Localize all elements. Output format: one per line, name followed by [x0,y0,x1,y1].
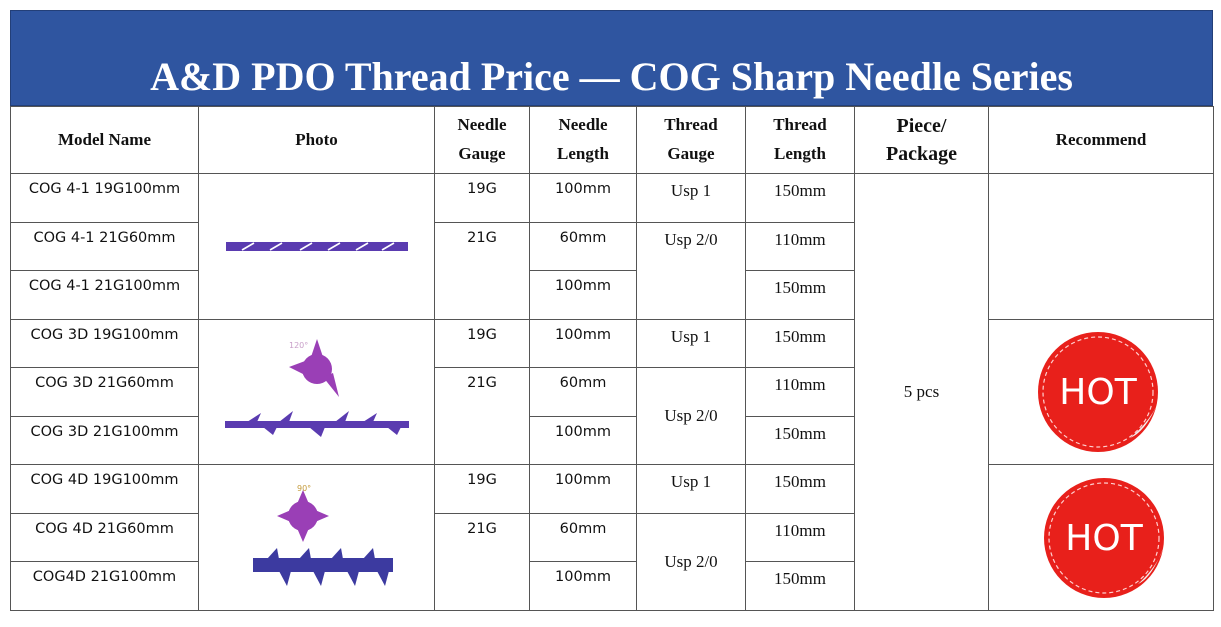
cog-4d-thread-image: 90° [252,484,393,586]
thread-gauge-cell: Usp 1 [636,318,746,369]
cog-3d-thread-image: 120° [224,339,409,438]
thread-length-cell: 150mm [745,270,855,320]
header-thread-gauge: Thread Gauge [636,105,746,175]
piece-package-cell: 5 pcs [854,173,989,611]
recommend-cell [988,173,1214,320]
table-row: COG 4D 21G60mm 21G 60mm Usp 2/0 110mm [10,512,1214,612]
thread-gauge-cell: Usp 1 [636,173,746,223]
model-name-cell: COG4D 21G100mm [10,561,199,611]
needle-gauge-cell: 19G [434,464,530,514]
needle-length-cell: 100mm [529,173,637,223]
thread-length-cell: 110mm [745,512,855,563]
needle-length-cell: 100mm [529,270,637,320]
needle-length-cell: 100mm [529,561,637,611]
table-row: COG 4-1 19G100mm 19G 100mm Usp 1 150mm 5… [10,173,1214,611]
needle-gauge-cell: 19G [434,173,530,223]
model-name-cell: COG 4D 21G60mm [10,512,199,563]
table-row: COG 4-1 21G60mm 21G 60mm Usp 2/0 110mm [10,221,1214,320]
cog-4-1-thread-image [225,242,408,252]
needle-length-cell: 100mm [529,318,637,369]
needle-gauge-cell: 19G [434,318,530,369]
angle-annotation: 120° [289,341,308,350]
model-name-cell: COG 3D 19G100mm [10,318,199,369]
needle-gauge-cell: 21G [434,512,530,612]
header-thread-length: Thread Length [745,105,855,175]
recommend-cell: HOT [988,464,1214,611]
photo-cell: 90° [198,464,435,611]
hot-badge-label: HOT [1065,518,1143,559]
table-row: COG 3D 21G100mm 100mm 150mm [10,415,1214,466]
thread-length-cell: 150mm [745,561,855,611]
thread-length-cell: 150mm [745,415,855,466]
price-table: Model Name Photo Needle Gauge Needle Lengt… [10,105,1214,612]
hot-badge-icon: HOT [1044,477,1164,598]
needle-length-cell: 60mm [529,221,637,272]
model-name-cell: COG 4-1 19G100mm [10,173,199,223]
thread-length-cell: 110mm [745,221,855,272]
header-recommend: Recommend [988,105,1214,175]
model-name-cell: COG 3D 21G60mm [10,367,199,417]
needle-gauge-cell: 21G [434,367,530,466]
header-photo: Photo [198,105,435,175]
header-needle-length: Needle Length [529,105,637,175]
hot-badge-icon: HOT [1038,332,1160,453]
needle-gauge-cell: 21G [434,221,530,320]
model-name-cell: COG 3D 21G100mm [10,415,199,466]
model-name-cell: COG 4-1 21G60mm [10,221,199,272]
needle-length-cell: 60mm [529,367,637,417]
angle-annotation: 90° [297,484,311,493]
thread-length-cell: 150mm [745,173,855,223]
photo-cell: 120° [198,318,435,466]
needle-length-cell: 60mm [529,512,637,563]
thread-gauge-cell: Usp 2/0 [636,367,746,466]
table-row: COG 3D 19G100mm 120° 19G 100mm Usp 1 150… [10,318,1214,466]
thread-length-cell: 150mm [745,464,855,514]
needle-length-cell: 100mm [529,464,637,514]
thread-gauge-cell: Usp 2/0 [636,512,746,612]
header-needle-gauge: Needle Gauge [434,105,530,175]
model-name-cell: COG 4D 19G100mm [10,464,199,514]
page-title: A&D PDO Thread Price — COG Sharp Needle … [10,10,1213,106]
thread-length-cell: 110mm [745,367,855,417]
photo-cell [198,173,435,320]
hot-badge-label: HOT [1059,372,1137,413]
header-model-name: Model Name [10,105,199,175]
table-row: COG4D 21G100mm 100mm 150mm [10,561,1214,611]
header-row: Model Name Photo Needle Gauge Needle Lengt… [10,105,1214,175]
model-name-cell: COG 4-1 21G100mm [10,270,199,320]
table-row: COG 4D 19G100mm 90° 19G 100mm Usp 1 [10,464,1214,611]
table-row: COG 3D 21G60mm 21G 60mm Usp 2/0 110mm [10,367,1214,466]
header-piece-package: Piece/Package [854,105,989,175]
needle-length-cell: 100mm [529,415,637,466]
table-row: COG 4-1 21G100mm 100mm 150mm [10,270,1214,320]
thread-length-cell: 150mm [745,318,855,369]
thread-gauge-cell: Usp 1 [636,464,746,514]
recommend-cell: HOT [988,318,1214,466]
thread-gauge-cell: Usp 2/0 [636,221,746,320]
